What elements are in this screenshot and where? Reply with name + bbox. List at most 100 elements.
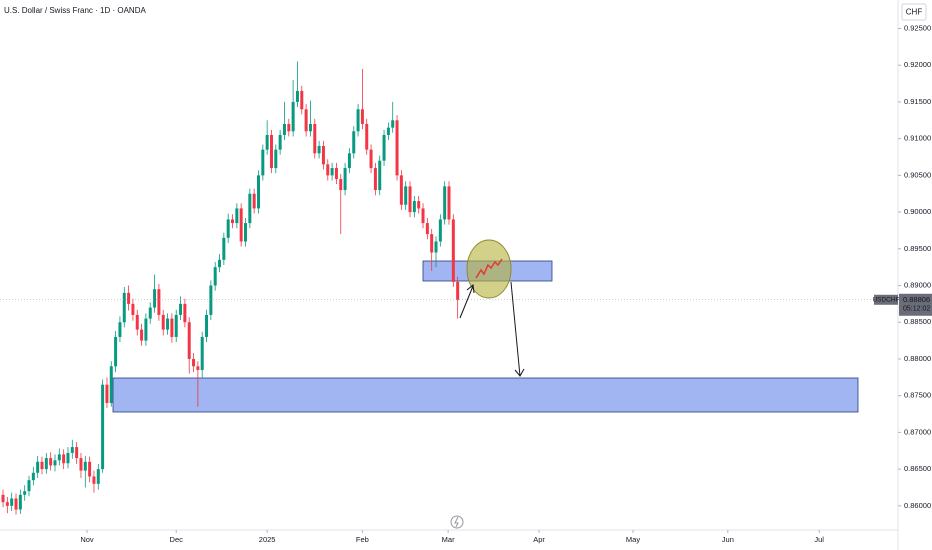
x-tick-label: Apr xyxy=(533,535,545,544)
candle-body xyxy=(274,149,278,169)
candle-body xyxy=(75,447,79,459)
candle-body xyxy=(339,179,343,191)
candle-body xyxy=(404,186,408,205)
candle-body xyxy=(282,123,286,135)
candle-body xyxy=(291,101,295,132)
candle-body xyxy=(269,134,273,169)
candle-body xyxy=(109,366,113,404)
candle-body xyxy=(127,292,131,304)
x-tick-label: 2025 xyxy=(259,535,276,544)
y-tick-label: 0.90500 xyxy=(904,170,931,179)
candle-body xyxy=(44,458,48,470)
symbol-tag: USDCHF xyxy=(872,296,899,303)
candle-body xyxy=(144,318,148,341)
candle-body xyxy=(248,193,252,224)
candle-body xyxy=(192,358,196,367)
candle-body xyxy=(256,175,260,209)
currency-box[interactable] xyxy=(901,3,927,21)
y-tick-label: 0.92500 xyxy=(904,23,931,32)
event-bolt xyxy=(454,516,459,528)
y-tick-label: 0.91000 xyxy=(904,134,931,143)
candle-body xyxy=(66,452,70,464)
candle-body xyxy=(239,208,243,242)
candle-body xyxy=(161,314,165,330)
candle-body xyxy=(53,460,57,466)
y-tick-label: 0.86000 xyxy=(904,501,931,510)
x-tick-label: Mar xyxy=(442,535,455,544)
candle-body xyxy=(196,366,200,370)
candle-body xyxy=(135,314,139,330)
candle-body xyxy=(369,149,373,169)
currency: CHF xyxy=(906,8,923,17)
candle-body xyxy=(434,241,438,253)
candle-body xyxy=(183,303,187,323)
candle-body xyxy=(27,480,31,492)
symbol-tag-box xyxy=(874,294,898,305)
candle-body xyxy=(304,109,308,132)
candle-body xyxy=(157,289,161,315)
event-icon[interactable] xyxy=(450,515,464,529)
candle-body xyxy=(200,336,204,370)
y-tick-label: 0.90000 xyxy=(904,207,931,216)
projection-squiggle xyxy=(475,258,503,279)
candle-body xyxy=(122,292,126,323)
candle-body xyxy=(105,384,109,404)
x-tick-label: Nov xyxy=(80,535,94,544)
candle-body xyxy=(101,384,105,470)
candle-body xyxy=(321,145,325,165)
candle-body xyxy=(170,318,174,337)
candle-body xyxy=(88,461,92,477)
y-tick-label: 0.89500 xyxy=(904,244,931,253)
candle-body xyxy=(153,289,157,308)
candle-body xyxy=(386,127,390,135)
candle-body xyxy=(187,322,191,359)
chart-title: U.S. Dollar / Swiss Franc · 1D · OANDA xyxy=(4,6,146,15)
candle-body xyxy=(209,285,213,315)
candle-body xyxy=(287,123,291,132)
candle-body xyxy=(451,219,455,282)
candle-body xyxy=(23,491,27,495)
candle-body xyxy=(179,303,183,315)
y-tick-label: 0.87000 xyxy=(904,427,931,436)
candle-body xyxy=(166,318,170,330)
candle-body xyxy=(417,201,421,209)
candle-body xyxy=(313,123,317,154)
candle-body xyxy=(373,168,377,191)
arrow-up xyxy=(459,285,474,319)
candle-body xyxy=(326,164,330,176)
candle-body xyxy=(278,134,282,150)
candle-body xyxy=(399,175,403,205)
candle-body xyxy=(148,307,152,319)
candle-body xyxy=(36,461,40,473)
demand-zone xyxy=(112,377,859,413)
x-tick-label: Jun xyxy=(722,535,734,544)
candle-body xyxy=(356,109,360,132)
candle-body xyxy=(308,123,312,132)
candle-body xyxy=(96,469,100,484)
candle-body xyxy=(114,336,118,367)
candle-body xyxy=(438,219,442,242)
candle-body xyxy=(343,168,347,191)
y-tick-label: 0.92000 xyxy=(904,60,931,69)
candle-body xyxy=(352,131,356,154)
candle-body xyxy=(118,322,122,337)
last-price-box xyxy=(899,293,932,316)
candle-body xyxy=(14,498,18,510)
candle-body xyxy=(49,458,53,466)
candle-body xyxy=(421,208,425,224)
candle-body xyxy=(261,149,265,176)
candle-body xyxy=(226,219,230,238)
candle-body xyxy=(131,303,135,315)
x-tick-label: Jul xyxy=(814,535,824,544)
arrow-down xyxy=(510,281,521,377)
candle-body xyxy=(18,494,22,510)
candle-body xyxy=(1,494,5,503)
candle-body xyxy=(70,447,74,453)
y-tick-label: 0.86500 xyxy=(904,464,931,473)
candle-body xyxy=(231,219,235,224)
x-tick-label: May xyxy=(626,535,640,544)
y-tick-label: 0.89000 xyxy=(904,281,931,290)
candle-body xyxy=(443,186,447,220)
candle-body xyxy=(213,267,217,286)
